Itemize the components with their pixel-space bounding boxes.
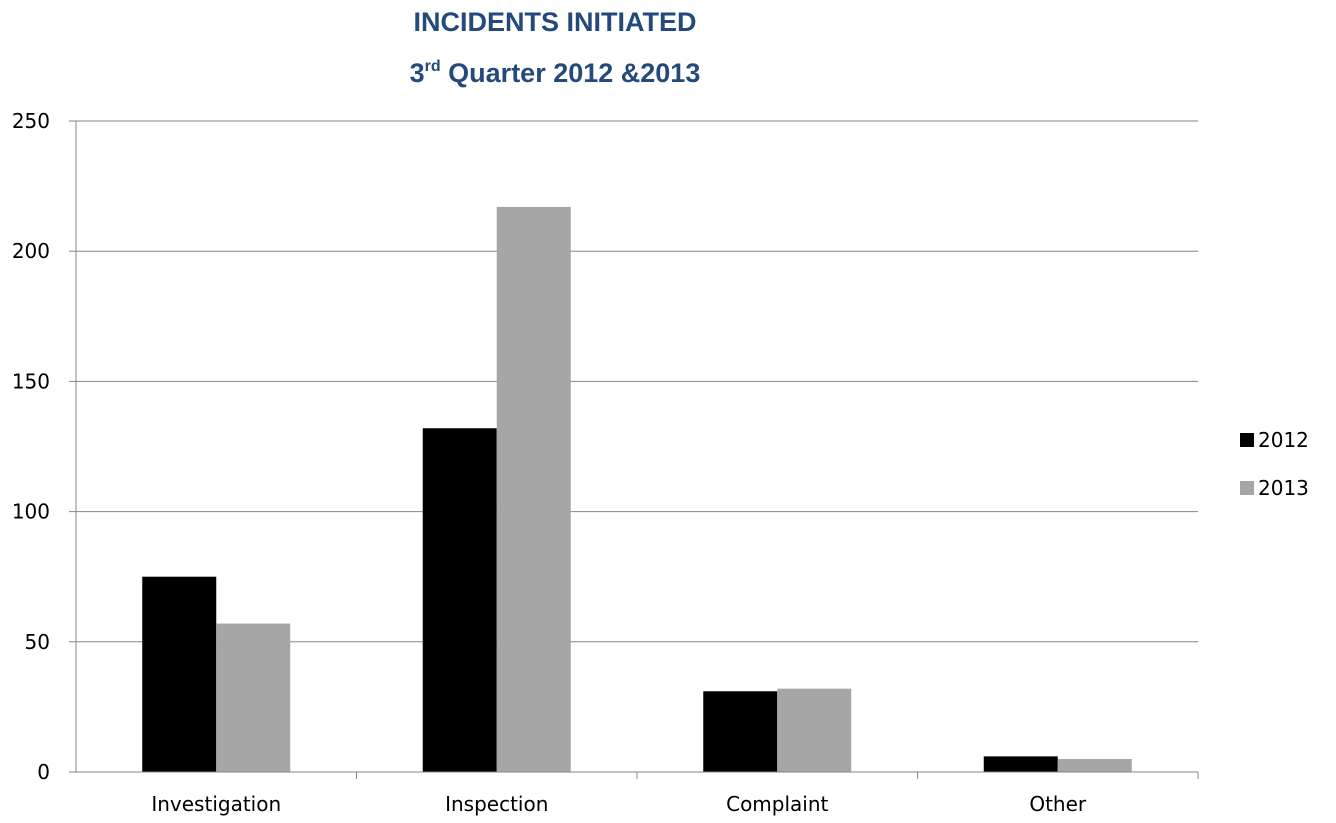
bar-other-2012 xyxy=(983,756,1058,772)
legend: 2012 2013 xyxy=(1240,428,1309,500)
y-tick-label-100: 100 xyxy=(12,500,50,524)
x-tick-label-investigation: Investigation xyxy=(151,792,281,816)
legend-label-2013: 2013 xyxy=(1258,476,1309,500)
chart-title-quarter-number: 3 xyxy=(410,58,425,88)
axes xyxy=(69,120,1199,779)
chart-title-rest: Quarter 2012 &2013 xyxy=(441,58,701,88)
chart-title-line-2: 3rd Quarter 2012 &2013 xyxy=(410,58,701,88)
y-tick-labels: 0 50 100 150 200 250 xyxy=(12,109,50,784)
chart-title-superscript: rd xyxy=(425,58,441,75)
legend-swatch-2012 xyxy=(1240,433,1254,447)
x-tick-label-complaint: Complaint xyxy=(726,792,828,816)
chart-title-line-1: INCIDENTS INITIATED xyxy=(414,7,697,37)
y-tick-label-150: 150 xyxy=(12,369,50,393)
y-tick-label-200: 200 xyxy=(12,239,50,263)
bar-complaint-2013 xyxy=(777,688,852,772)
x-tick-label-inspection: Inspection xyxy=(445,792,548,816)
chart-title: INCIDENTS INITIATED 3rd Quarter 2012 &20… xyxy=(410,7,701,88)
y-tick-label-50: 50 xyxy=(25,630,50,654)
legend-swatch-2013 xyxy=(1240,481,1254,495)
bars xyxy=(142,206,1132,772)
x-tick-label-other: Other xyxy=(1029,792,1087,816)
y-tick-label-250: 250 xyxy=(12,109,50,133)
legend-label-2012: 2012 xyxy=(1258,428,1309,452)
bar-inspection-2012 xyxy=(422,428,497,772)
bar-inspection-2013 xyxy=(496,206,571,772)
bar-complaint-2012 xyxy=(703,691,778,772)
bar-investigation-2012 xyxy=(142,576,217,772)
y-tick-label-0: 0 xyxy=(37,760,50,784)
x-tick-labels: Investigation Inspection Complaint Other xyxy=(151,792,1087,816)
bar-investigation-2013 xyxy=(216,623,291,772)
gridlines xyxy=(76,120,1198,643)
bar-other-2013 xyxy=(1057,758,1132,772)
